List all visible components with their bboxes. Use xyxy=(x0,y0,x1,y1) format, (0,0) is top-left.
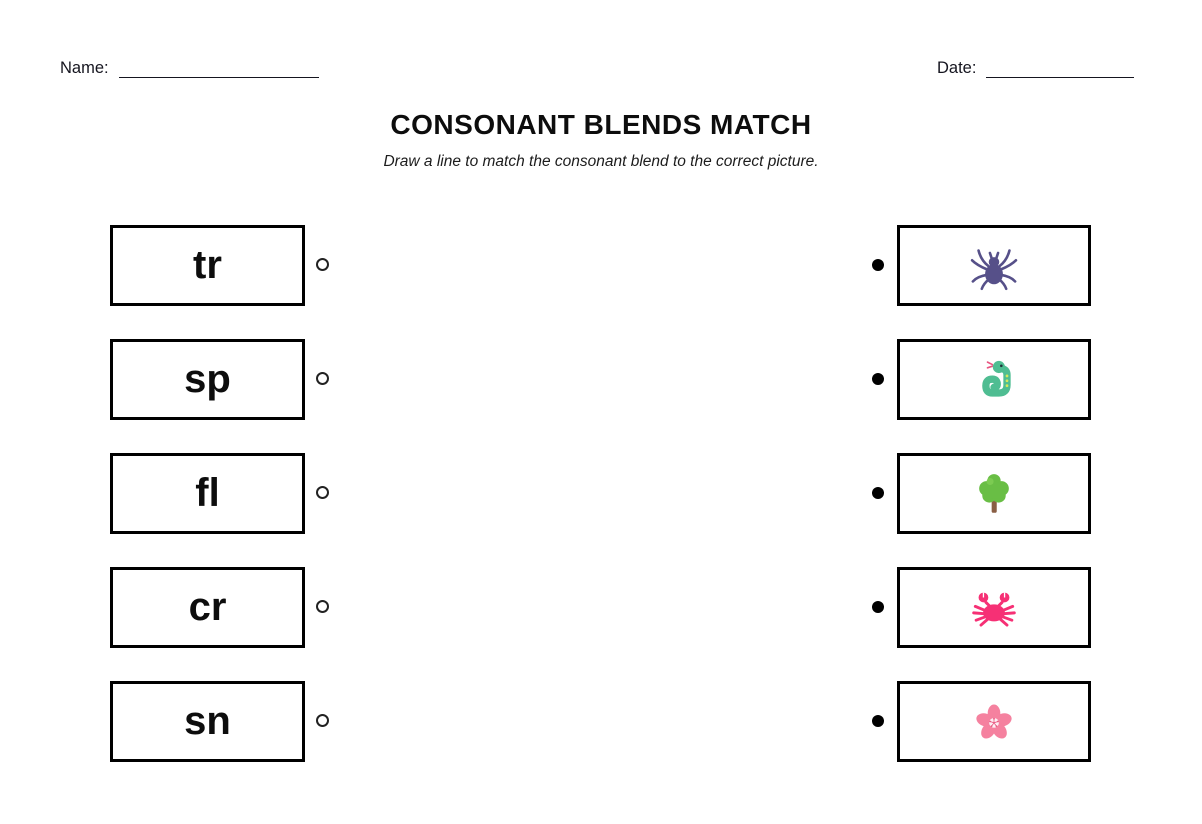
picture-connector-dot[interactable] xyxy=(872,601,884,613)
tree-icon xyxy=(969,468,1019,520)
picture-connector-dot[interactable] xyxy=(872,487,884,499)
name-label: Name: xyxy=(60,59,109,77)
date-blank-line xyxy=(986,62,1135,78)
picture-connector-dot[interactable] xyxy=(872,259,884,271)
blend-box-tr[interactable]: tr xyxy=(110,225,305,306)
date-label: Date: xyxy=(937,59,977,77)
blend-label: sn xyxy=(184,699,231,743)
spider-icon xyxy=(968,240,1020,292)
instructions-text: Draw a line to match the consonant blend… xyxy=(383,153,819,170)
picture-box-spider[interactable] xyxy=(897,225,1091,306)
picture-box-flower[interactable] xyxy=(897,681,1091,762)
name-blank-line xyxy=(118,62,319,78)
blend-connector-dot[interactable] xyxy=(316,486,329,499)
blend-label: fl xyxy=(195,471,220,515)
snake-icon xyxy=(968,354,1020,406)
blend-connector-dot[interactable] xyxy=(316,258,329,271)
blend-label: tr xyxy=(193,243,222,287)
blend-box-sp[interactable]: sp xyxy=(110,339,305,420)
picture-connector-dot[interactable] xyxy=(872,373,884,385)
blend-label: sp xyxy=(184,357,231,401)
match-row: fl xyxy=(0,453,1202,534)
blend-box-fl[interactable]: fl xyxy=(110,453,305,534)
name-field: Name: xyxy=(60,58,319,78)
match-row: sp xyxy=(0,339,1202,420)
picture-connector-dot[interactable] xyxy=(872,715,884,727)
blend-box-sn[interactable]: sn xyxy=(110,681,305,762)
blend-connector-dot[interactable] xyxy=(316,372,329,385)
match-row: sn xyxy=(0,681,1202,762)
crab-icon xyxy=(968,582,1020,634)
match-row: tr xyxy=(0,225,1202,306)
page-title: CONSONANT BLENDS MATCH xyxy=(390,109,812,140)
match-row: cr xyxy=(0,567,1202,648)
cherry-blossom-icon xyxy=(968,696,1020,748)
blend-label: cr xyxy=(188,585,227,629)
date-field: Date: xyxy=(937,58,1135,78)
picture-box-tree[interactable] xyxy=(897,453,1091,534)
picture-box-crab[interactable] xyxy=(897,567,1091,648)
picture-box-snake[interactable] xyxy=(897,339,1091,420)
blend-connector-dot[interactable] xyxy=(316,714,329,727)
blend-connector-dot[interactable] xyxy=(316,600,329,613)
blend-box-cr[interactable]: cr xyxy=(110,567,305,648)
